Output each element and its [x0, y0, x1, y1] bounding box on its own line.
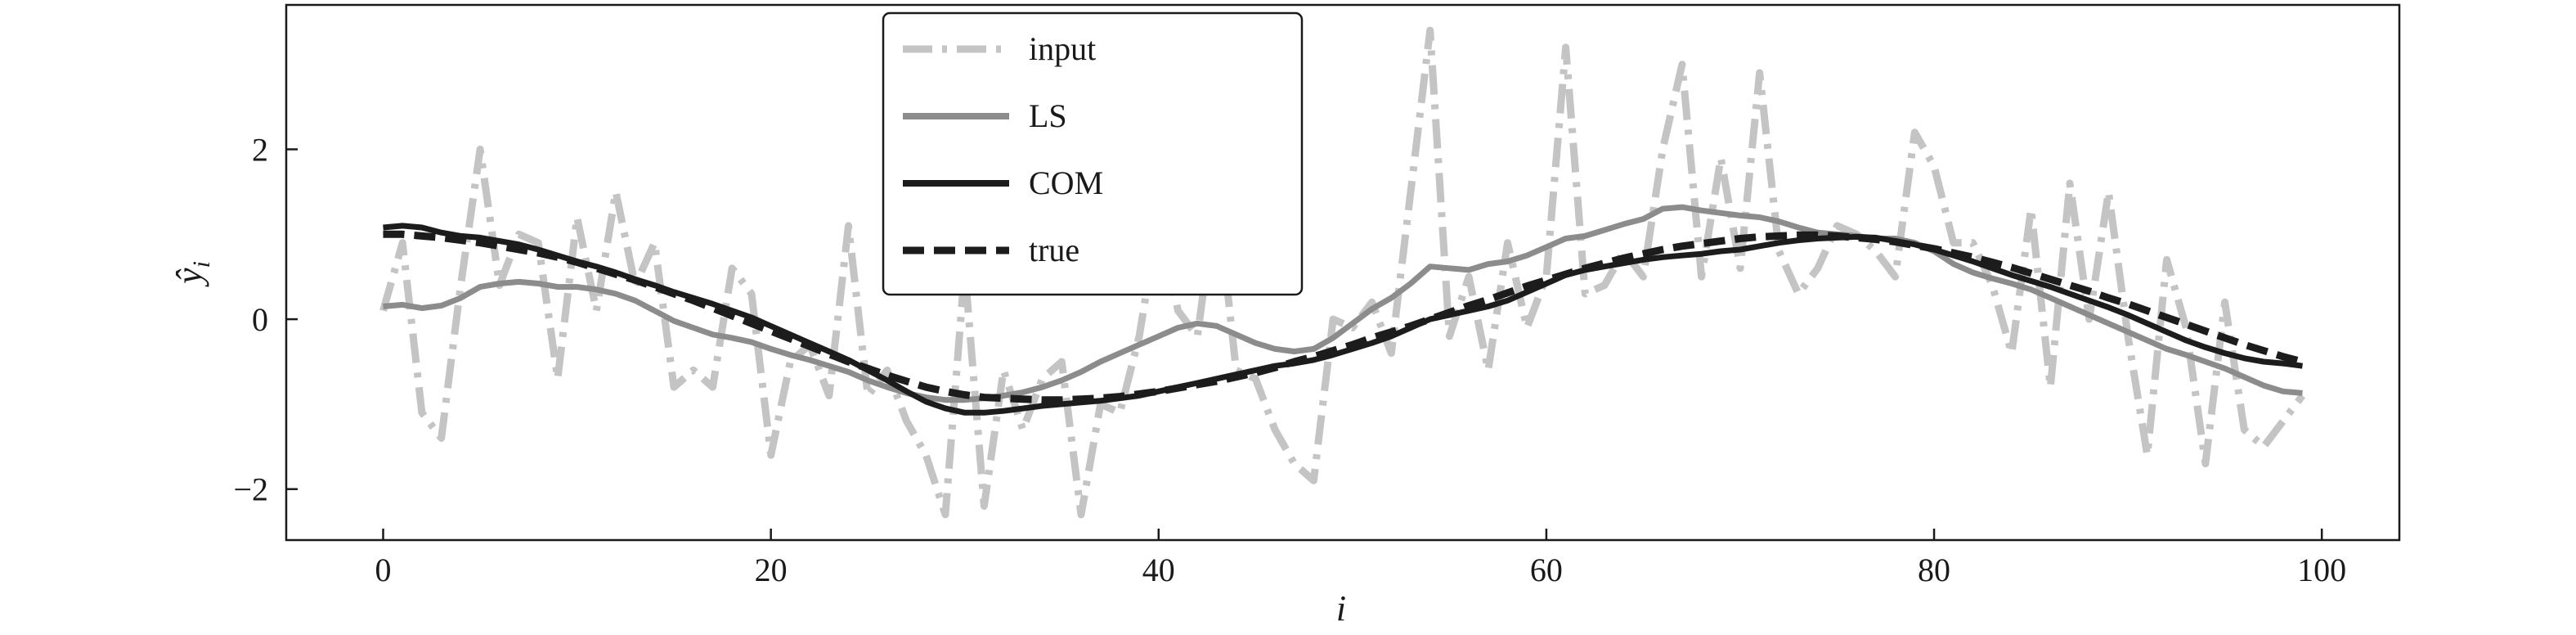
x-tick-label: 60: [1530, 552, 1563, 588]
x-tick-label: 80: [1918, 552, 1950, 588]
x-tick-label: 100: [2297, 552, 2346, 588]
legend: input LS COM true: [882, 11, 1304, 296]
series-layer: [379, 26, 2306, 519]
y-axis-label: ŷi: [169, 261, 215, 287]
y-tick-label: 2: [252, 131, 268, 168]
legend-label-com: COM: [1029, 164, 1103, 201]
y-axis-label-main: ŷ: [169, 268, 209, 287]
y-tick-label: −2: [233, 471, 268, 508]
y-tick-label: 0: [252, 301, 268, 338]
series-line-ls: [383, 204, 2303, 403]
x-tick-label: 40: [1142, 552, 1175, 588]
series-line-true: [383, 230, 2304, 404]
plot-background: [286, 5, 2399, 540]
ticks-layer: 0 20 40 60 80 100 −2 0 2: [233, 131, 2346, 588]
x-tick-label: 0: [375, 552, 392, 588]
x-axis-label: i: [1336, 588, 1346, 628]
plot-frame: [285, 3, 2401, 542]
legend-label-input: input: [1029, 30, 1096, 67]
legend-box: [882, 11, 1304, 296]
legend-label-ls: LS: [1029, 97, 1067, 134]
y-axis-label-subscript: i: [188, 261, 215, 268]
x-tick-label: 20: [755, 552, 788, 588]
svg-text:ŷi: ŷi: [169, 261, 215, 287]
legend-label-true: true: [1029, 232, 1079, 268]
